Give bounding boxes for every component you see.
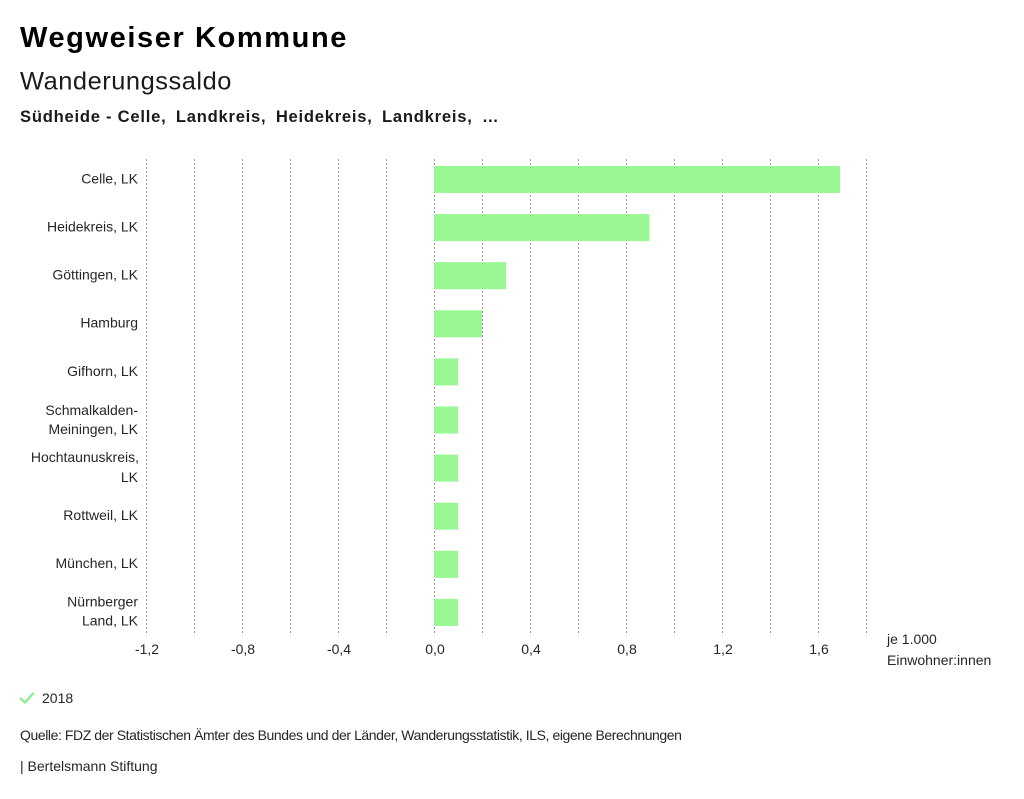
svg-text:Quelle: FDZ der Statistischen: Quelle: FDZ der Statistischen Ämter des …	[20, 727, 682, 743]
svg-text:Schmalkalden-: Schmalkalden-	[45, 402, 138, 418]
svg-text:Rottweil, LK: Rottweil, LK	[63, 507, 138, 523]
svg-text:-0,4: -0,4	[327, 641, 351, 657]
svg-text:-0,8: -0,8	[231, 641, 255, 657]
svg-text:2018: 2018	[42, 690, 73, 706]
svg-text:Heidekreis, LK: Heidekreis, LK	[47, 219, 139, 235]
svg-text:-1,2: -1,2	[135, 641, 159, 657]
svg-text:1,6: 1,6	[809, 641, 829, 657]
svg-text:je 1.000: je 1.000	[886, 631, 937, 647]
svg-text:München, LK: München, LK	[56, 555, 139, 571]
svg-text:Südheide - Celle, Landkreis,: Südheide - Celle, Landkreis, Heidekreis,…	[20, 107, 499, 126]
svg-text:0,0: 0,0	[425, 641, 445, 657]
svg-text:Wegweiser Kommune: Wegweiser Kommune	[20, 22, 348, 54]
svg-text:Einwohner:innen: Einwohner:innen	[887, 652, 991, 668]
svg-text:Gifhorn, LK: Gifhorn, LK	[67, 363, 138, 379]
svg-text:Land, LK: Land, LK	[82, 613, 139, 629]
svg-text:0,8: 0,8	[617, 641, 637, 657]
svg-text:LK: LK	[121, 469, 139, 485]
svg-text:Nürnberger: Nürnberger	[67, 593, 138, 609]
svg-text:Wanderungssaldo: Wanderungssaldo	[20, 67, 232, 95]
svg-text:0,4: 0,4	[521, 641, 541, 657]
svg-text:Göttingen, LK: Göttingen, LK	[52, 267, 138, 283]
svg-text:Hochtaunuskreis,: Hochtaunuskreis,	[31, 449, 139, 465]
svg-text:Celle, LK: Celle, LK	[81, 170, 138, 186]
svg-text:Meiningen, LK: Meiningen, LK	[48, 421, 138, 437]
svg-text:1,2: 1,2	[713, 641, 733, 657]
svg-text:| Bertelsmann Stiftung: | Bertelsmann Stiftung	[20, 758, 157, 774]
svg-text:Hamburg: Hamburg	[80, 315, 138, 331]
